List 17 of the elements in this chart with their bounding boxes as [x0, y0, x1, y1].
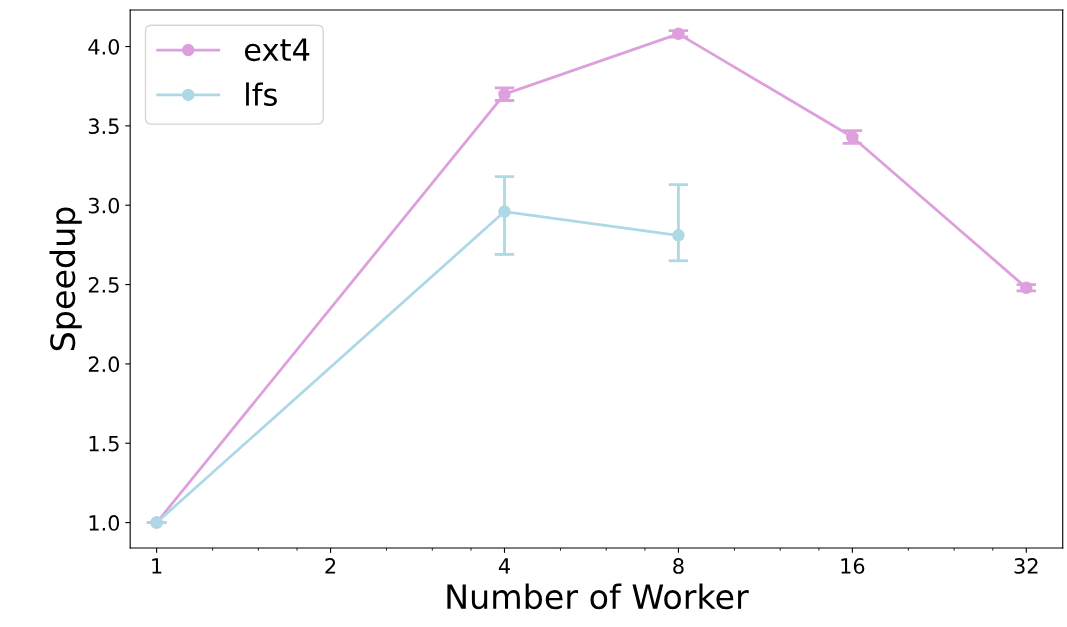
- y-tick-label: 1.0: [89, 515, 120, 531]
- x-tick-label: 2: [325, 558, 336, 574]
- x-tick-label: 8: [673, 558, 684, 574]
- x-tick-label: 16: [841, 558, 865, 574]
- legend-label: ext4: [244, 38, 310, 62]
- x-tick-label: 32: [1014, 558, 1038, 574]
- y-tick-label: 1.5: [89, 435, 119, 452]
- y-axis-title: Speedup: [49, 207, 82, 351]
- y-tick-label: 2.5: [88, 277, 119, 293]
- legend-label: lfs: [246, 82, 277, 107]
- x-axis-title: Number of Worker: [447, 583, 749, 610]
- y-tick-label: 3.5: [88, 118, 119, 135]
- x-tick-label: 4: [498, 558, 510, 574]
- x-tick-label: 1: [152, 558, 162, 574]
- y-tick-label: 2.0: [88, 356, 120, 373]
- y-tick-label: 3.0: [88, 197, 120, 214]
- y-tick-label: 4.0: [88, 38, 120, 55]
